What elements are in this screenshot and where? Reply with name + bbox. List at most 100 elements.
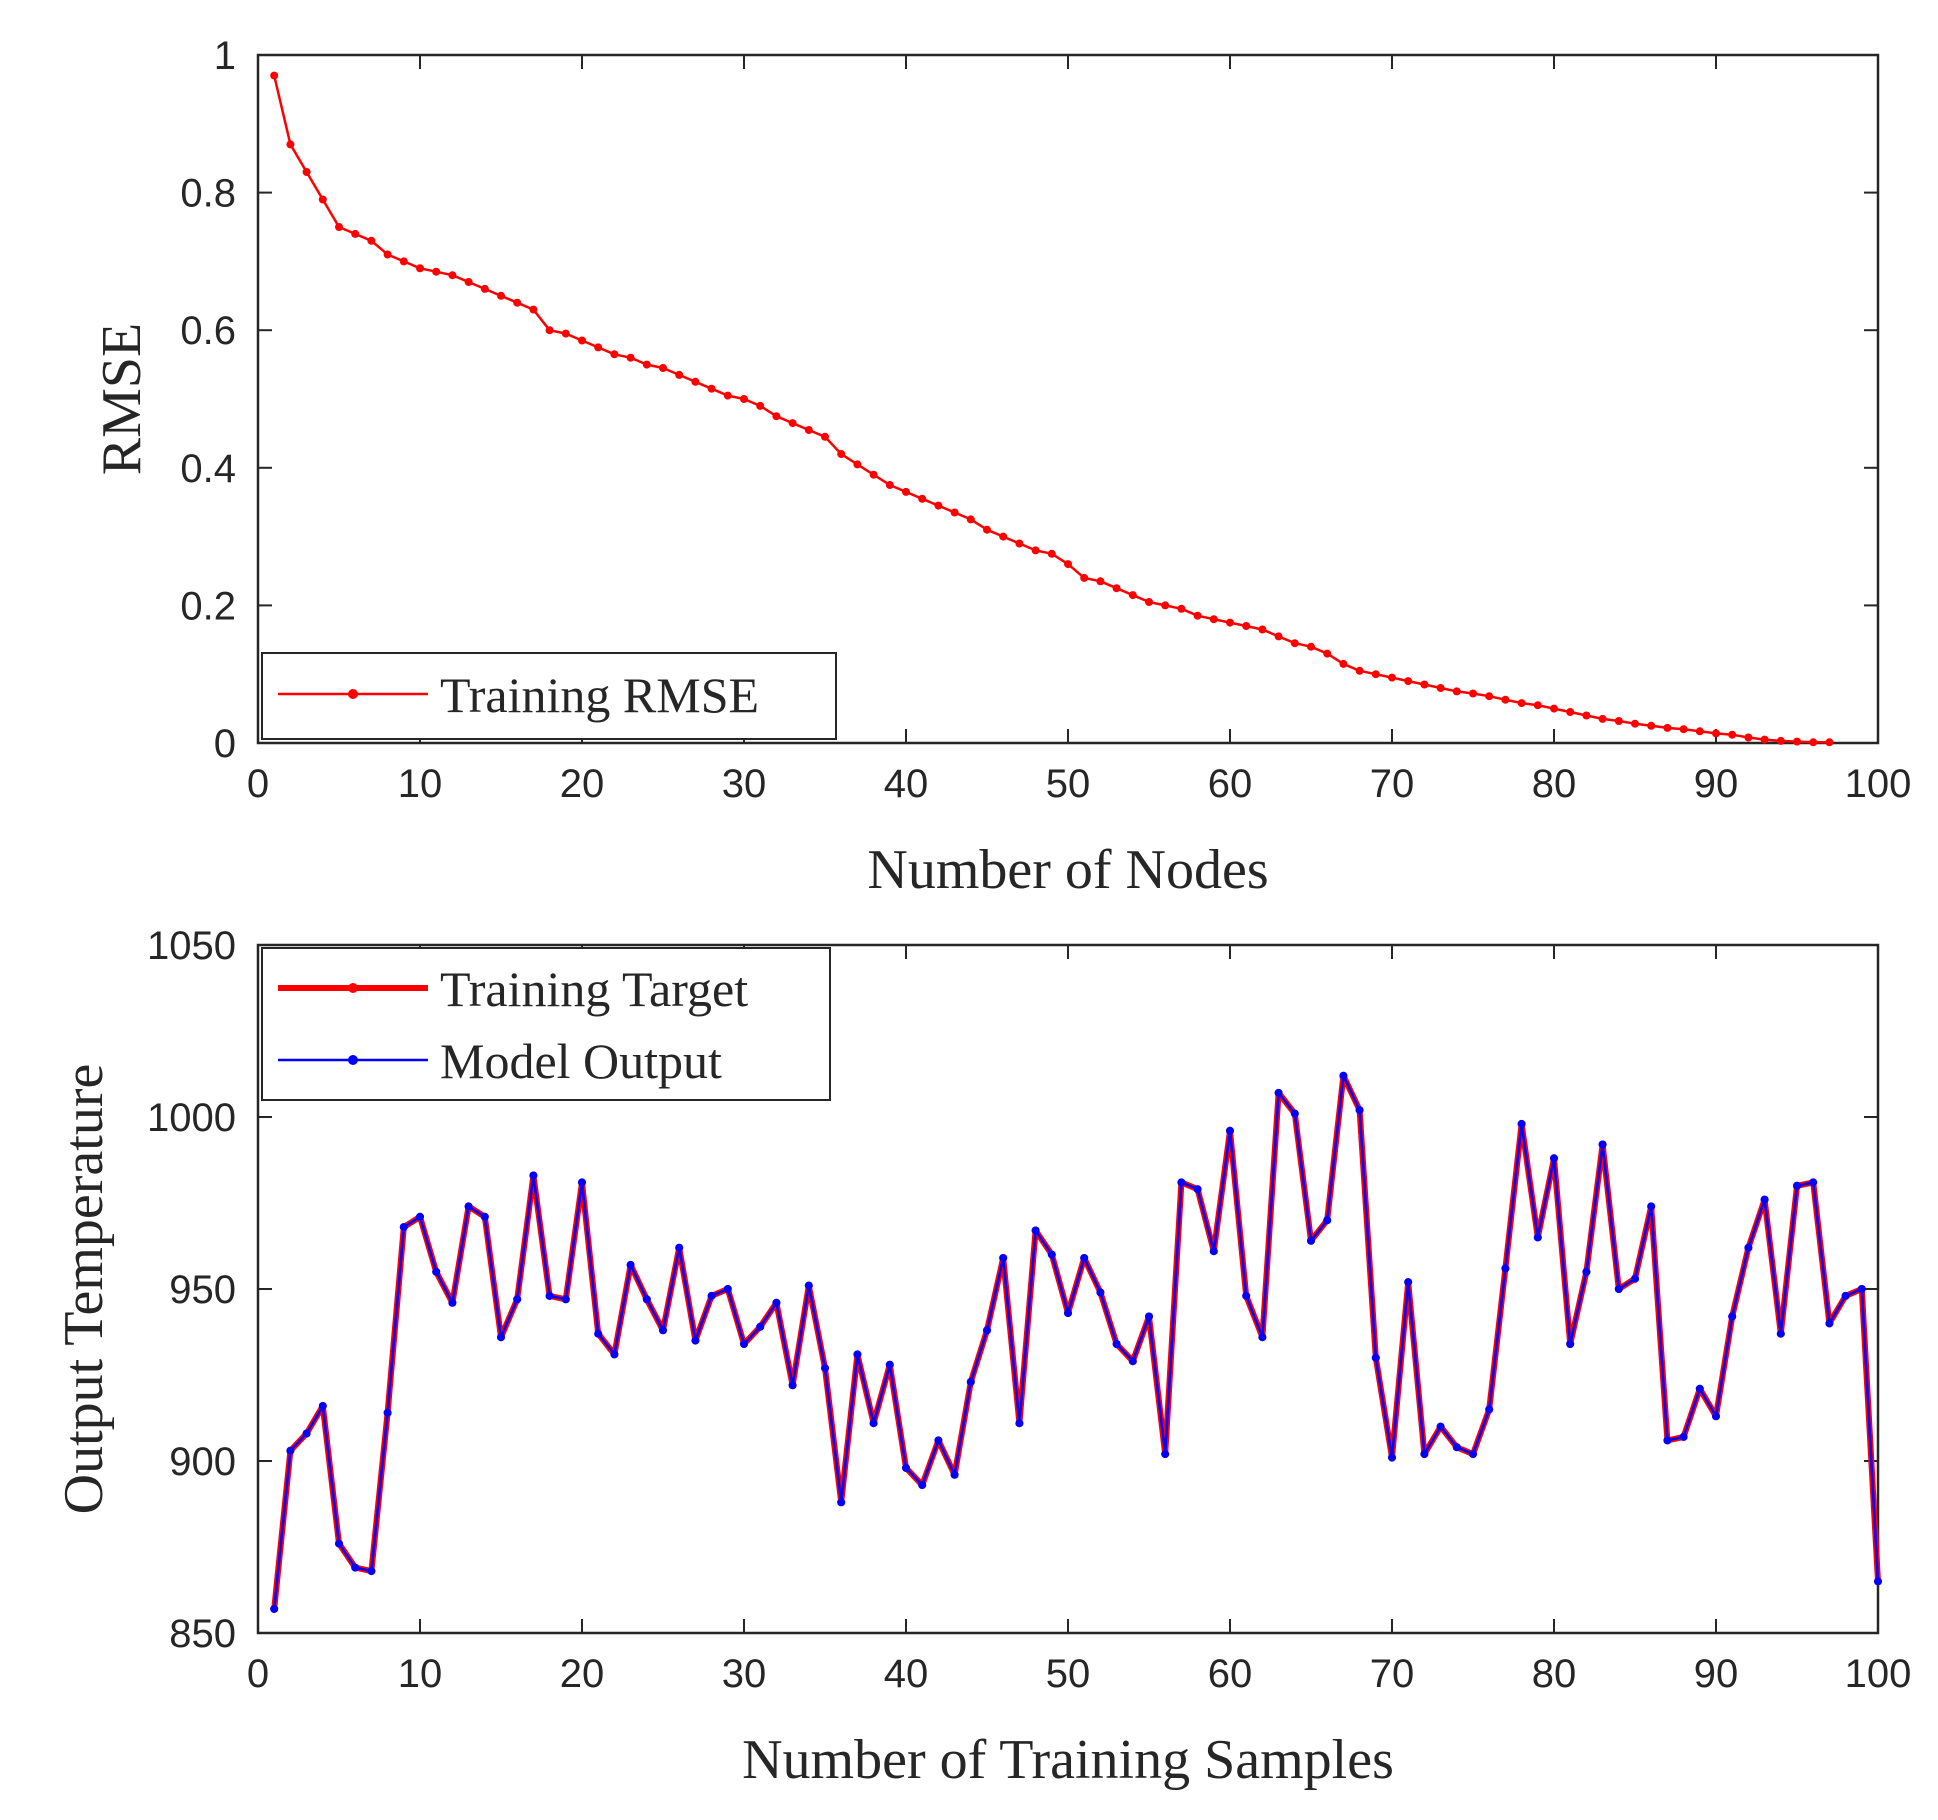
data-point-training-rmse: [529, 305, 538, 314]
data-point-training-rmse: [1776, 736, 1785, 745]
data-point-model-output: [1064, 1309, 1072, 1318]
data-point-training-rmse: [1047, 549, 1056, 558]
data-point-training-rmse: [1209, 615, 1218, 624]
data-point-model-output: [513, 1295, 522, 1304]
rmse-x-tick-label: 60: [1208, 762, 1253, 806]
data-point-model-output: [723, 1285, 732, 1293]
data-point-model-output: [545, 1291, 554, 1300]
data-point-training-rmse: [464, 278, 473, 286]
data-point-model-output: [1744, 1243, 1753, 1252]
rmse-x-tick-label: 0: [247, 762, 269, 806]
data-point-training-rmse: [1258, 625, 1267, 634]
data-point-model-output: [367, 1567, 376, 1576]
data-point-training-rmse: [1112, 584, 1121, 593]
rmse-x-tick-label: 70: [1370, 762, 1415, 806]
data-point-model-output: [1404, 1278, 1413, 1287]
rmse-legend: Training RMSE: [261, 652, 837, 740]
data-point-training-rmse: [1274, 632, 1283, 641]
data-point-training-rmse: [675, 370, 684, 379]
rmse-y-tick-label: 1: [214, 34, 236, 78]
data-point-training-rmse: [1566, 708, 1575, 716]
data-point-training-rmse: [1128, 591, 1137, 600]
data-point-training-rmse: [1712, 729, 1720, 738]
data-point-model-output: [1857, 1285, 1866, 1293]
legend-marker-training-rmse: [348, 689, 358, 699]
data-point-training-rmse: [999, 532, 1008, 541]
data-point-training-rmse: [432, 267, 441, 276]
data-point-model-output: [1841, 1291, 1850, 1300]
temperature-x-axis-label: Number of Training Samples: [742, 1729, 1394, 1791]
data-point-training-rmse: [1290, 639, 1299, 648]
data-point-model-output: [1388, 1453, 1396, 1462]
data-point-training-rmse: [1436, 684, 1445, 692]
rmse-axis-ticks: 0 10 20 30 40 50 60 70 80 90 100 0 0.2 0.4 0.6 0.8 1: [180, 34, 1911, 806]
data-point-model-output: [1550, 1154, 1558, 1163]
data-point-training-rmse: [1695, 727, 1704, 736]
data-point-training-rmse: [1663, 723, 1672, 732]
data-point-training-rmse: [1226, 618, 1234, 627]
data-point-training-rmse: [578, 336, 586, 345]
data-point-model-output: [318, 1402, 327, 1410]
data-point-model-output: [1290, 1109, 1299, 1118]
temperature-y-tick-label: 1050: [147, 924, 236, 968]
data-point-model-output: [1047, 1250, 1056, 1259]
data-point-training-rmse: [1242, 622, 1251, 630]
data-point-training-rmse: [740, 395, 748, 403]
data-point-model-output: [286, 1446, 295, 1455]
data-point-model-output: [626, 1260, 635, 1269]
data-point-model-output: [1258, 1333, 1267, 1342]
temperature-y-tick-label: 850: [169, 1612, 236, 1656]
data-point-model-output: [1436, 1422, 1445, 1431]
temperature-x-tick-label: 20: [560, 1652, 605, 1696]
data-point-model-output: [1177, 1178, 1186, 1187]
data-point-training-rmse: [1533, 701, 1542, 710]
data-point-training-rmse: [1080, 573, 1089, 582]
data-point-training-rmse: [1550, 704, 1558, 713]
temperature-x-tick-label: 30: [722, 1652, 767, 1696]
data-point-model-output: [1193, 1185, 1202, 1194]
data-point-training-rmse: [821, 432, 829, 441]
data-point-model-output: [1420, 1450, 1429, 1459]
data-point-model-output: [772, 1298, 781, 1307]
data-point-training-rmse: [383, 250, 392, 259]
rmse-y-tick-label: 0.4: [180, 447, 236, 491]
rmse-y-tick-label: 0.6: [180, 309, 236, 353]
rmse-x-tick-label: 80: [1532, 762, 1577, 806]
data-point-training-rmse: [723, 391, 732, 400]
data-point-model-output: [1614, 1285, 1623, 1293]
data-point-model-output: [1323, 1216, 1332, 1225]
data-point-model-output: [578, 1178, 586, 1187]
data-point-model-output: [351, 1563, 360, 1572]
data-point-training-rmse: [480, 284, 489, 293]
data-point-model-output: [1339, 1071, 1348, 1080]
data-point-training-rmse: [1307, 642, 1315, 651]
data-point-training-rmse: [416, 264, 424, 273]
rmse-series: [270, 71, 1834, 747]
data-point-model-output: [1307, 1236, 1315, 1245]
rmse-x-tick-label: 10: [398, 762, 443, 806]
data-point-model-output: [837, 1498, 846, 1507]
rmse-y-tick-label: 0.8: [180, 172, 236, 216]
data-point-training-rmse: [1793, 737, 1801, 746]
data-point-model-output: [869, 1419, 878, 1428]
data-point-model-output: [1728, 1312, 1737, 1321]
rmse-y-tick-label: 0.2: [180, 584, 236, 628]
data-point-model-output: [1096, 1288, 1105, 1297]
data-point-training-rmse: [837, 450, 846, 458]
data-point-training-rmse: [1371, 670, 1380, 679]
data-point-model-output: [432, 1267, 441, 1276]
data-point-training-rmse: [659, 364, 667, 372]
temperature-axis-ticks: 0 10 20 30 40 50 60 70 80 90 100 850 900 950 1000 1050: [147, 924, 1911, 1696]
data-point-training-rmse: [934, 501, 943, 510]
data-point-model-output: [804, 1281, 813, 1290]
legend-label-model-output: Model Output: [440, 1033, 722, 1089]
data-point-training-rmse: [367, 236, 376, 245]
data-point-model-output: [335, 1539, 343, 1548]
data-point-model-output: [1809, 1178, 1818, 1187]
data-point-training-rmse: [497, 291, 505, 300]
data-point-training-rmse: [594, 343, 603, 352]
data-point-model-output: [1874, 1577, 1882, 1586]
rmse-legend-box: [261, 652, 837, 740]
data-point-model-output: [1112, 1340, 1121, 1348]
temperature-x-tick-label: 70: [1370, 1652, 1415, 1696]
